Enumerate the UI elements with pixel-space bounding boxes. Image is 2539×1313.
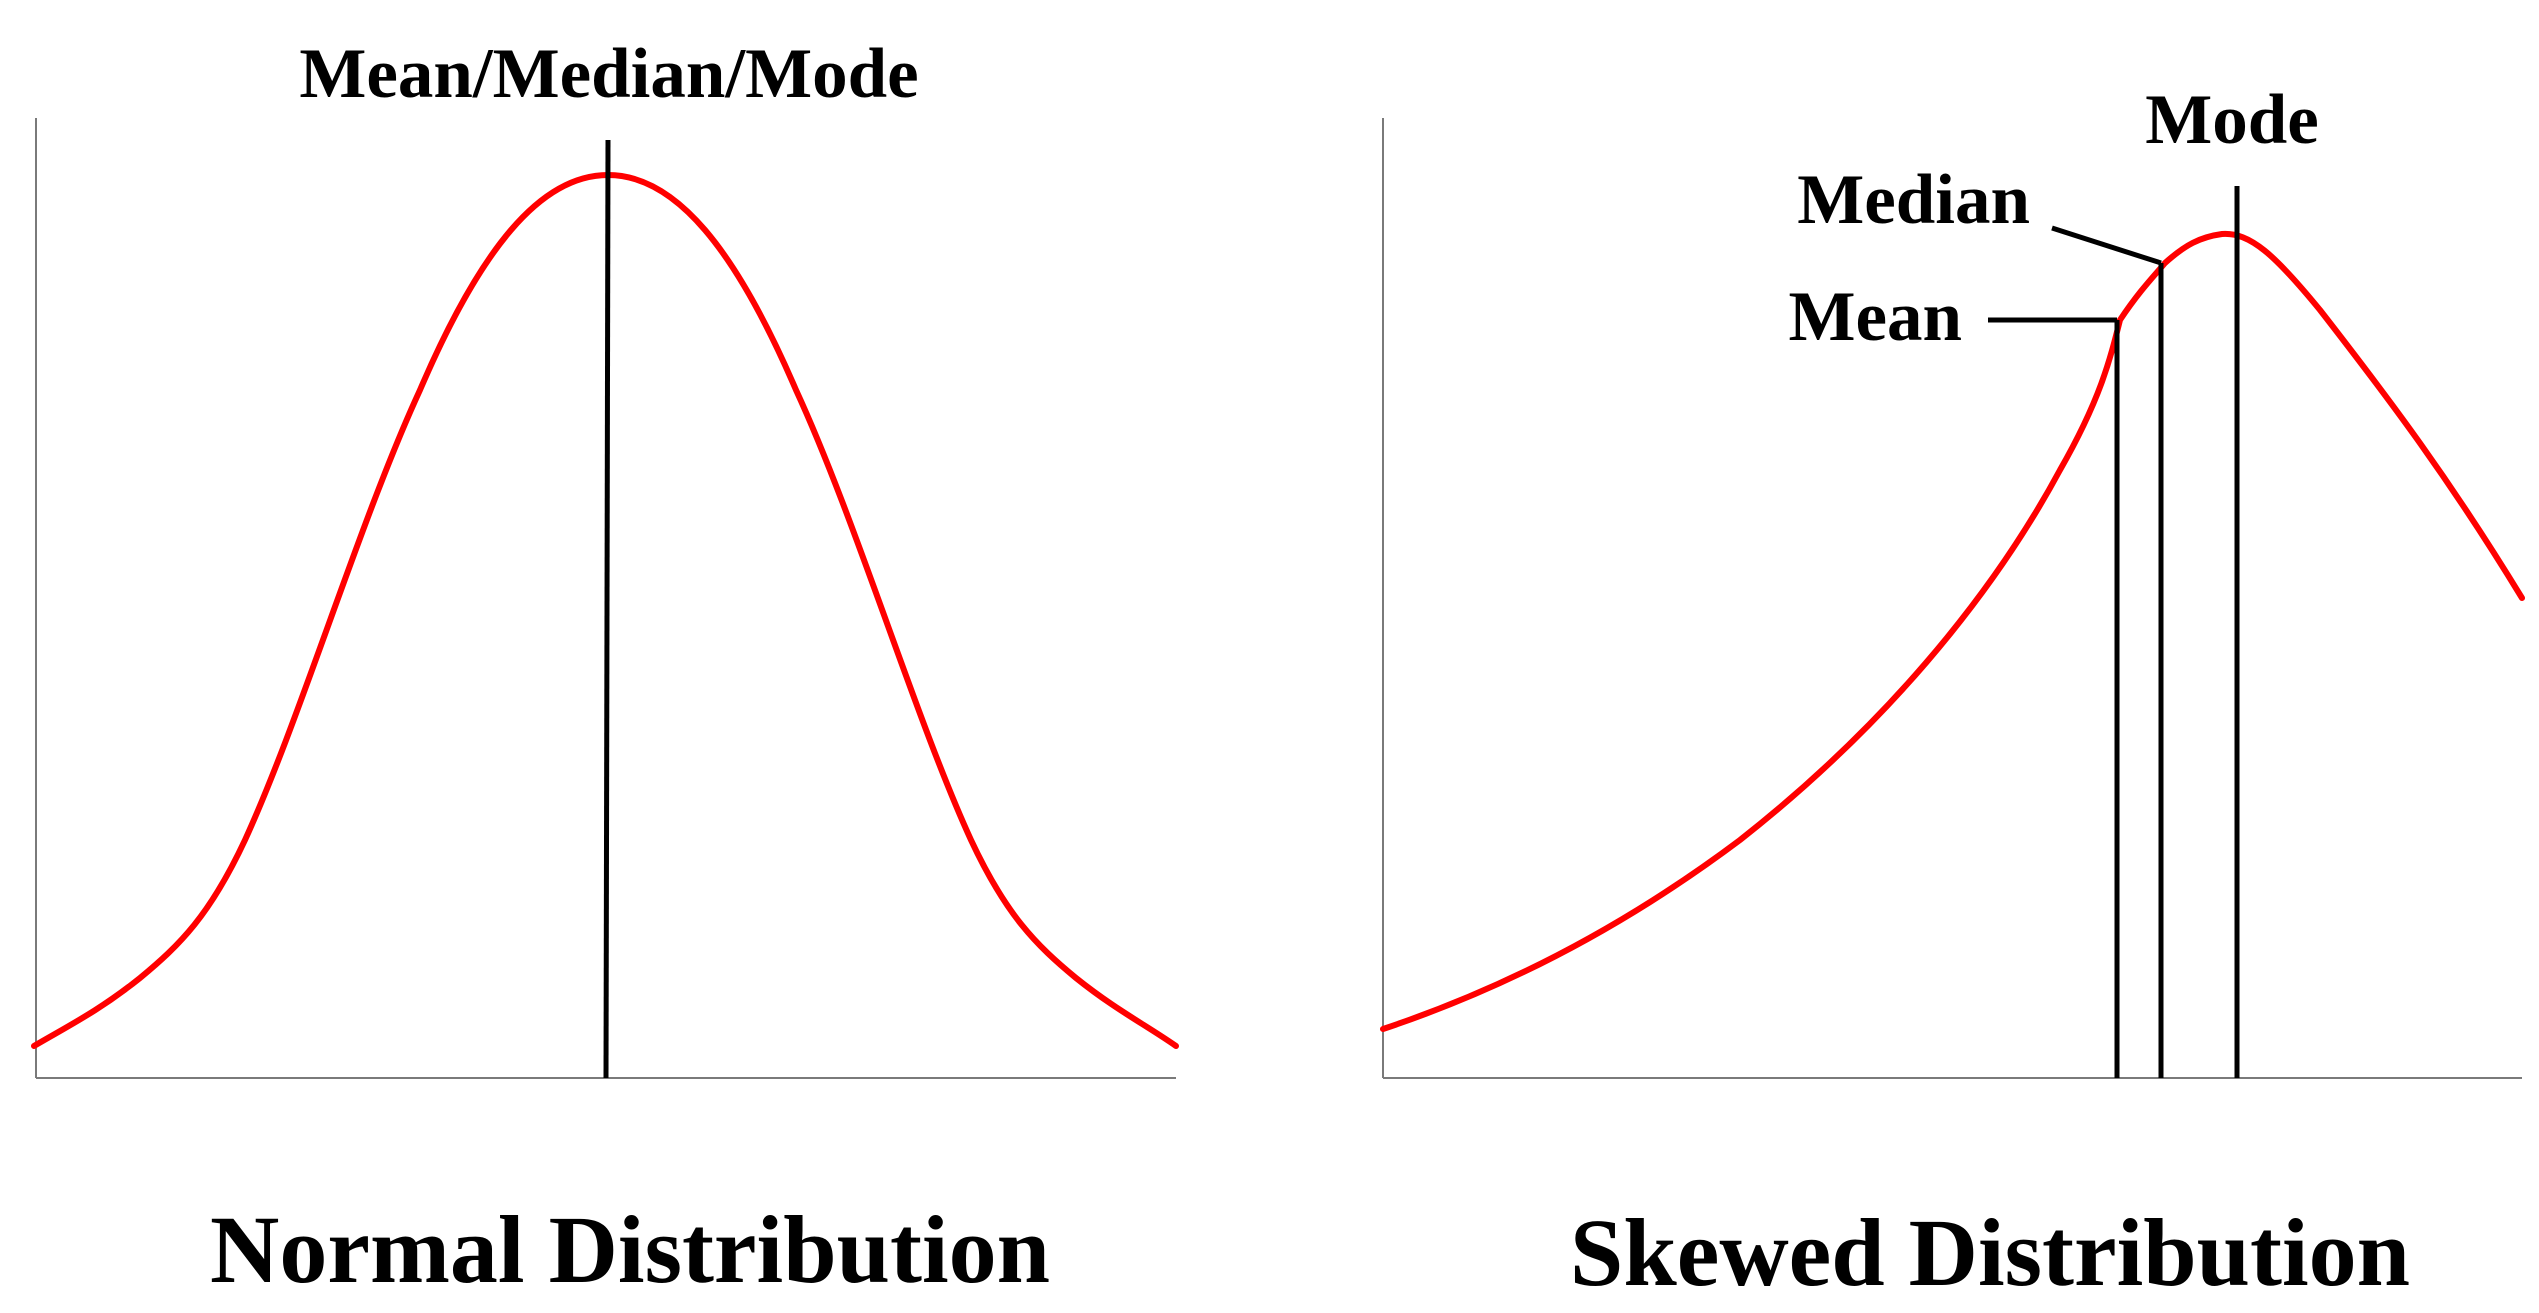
skewed-distribution-caption: Skewed Distribution — [1570, 1199, 2410, 1306]
normal-distribution-caption: Normal Distribution — [210, 1196, 1050, 1303]
normal-distribution-panel: Mean/Median/Mode Normal Distribution — [31, 35, 1179, 1303]
skewed-distribution-panel: Mode Median Mean Skewed Distribution — [1380, 81, 2525, 1306]
mean-median-mode-line — [603, 139, 611, 1079]
mean-median-mode-label: Mean/Median/Mode — [299, 35, 918, 113]
median-label: Median — [1797, 161, 2030, 239]
median-leader-line — [2051, 225, 2162, 266]
mode-label: Mode — [2145, 81, 2319, 159]
mean-label: Mean — [1788, 278, 1962, 356]
